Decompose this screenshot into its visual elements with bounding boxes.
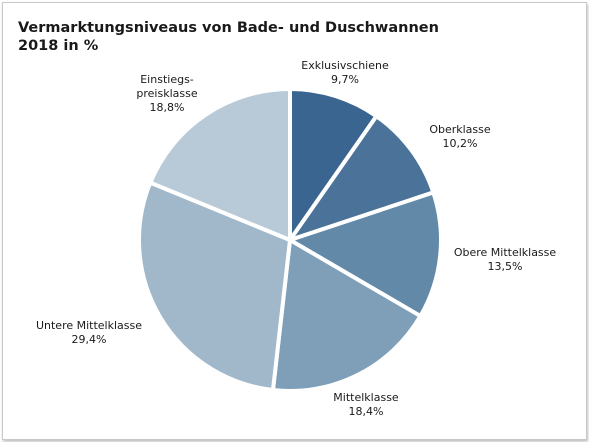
slice-label-2: Oberklasse 10,2% [429,123,491,150]
pie-slice-6 [148,87,292,242]
pie-slice-2 [288,114,436,242]
chart-title: Vermarktungsniveaus von Bade- und Duschw… [18,19,439,55]
slice-label-5: Untere Mittelklasse 29,4% [36,319,142,346]
chart-title-line-2: 2018 in % [18,38,99,54]
pie-slice-4 [270,238,423,393]
slice-label-6: Einstiegs-preisklasse 18,8% [136,73,197,114]
slice-label-4: Mittelklasse 18,4% [333,391,399,418]
slice-label-1: Exklusivschiene 9,7% [301,59,389,86]
pie-slice-5 [136,180,292,393]
pie-slices [136,87,443,393]
slice-label-3: Obere Mittelklasse 13,5% [454,246,557,273]
chart-title-line-1: Vermarktungsniveaus von Bade- und Duschw… [18,20,439,36]
pie-slice-3 [288,190,443,319]
pie-labels: Exklusivschiene 9,7% Oberklasse 10,2% Obere … [36,59,556,418]
